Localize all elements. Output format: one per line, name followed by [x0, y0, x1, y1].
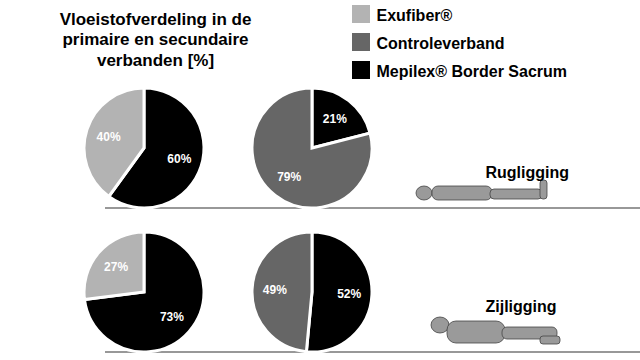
svg-text:Vloeistofverdeling in deprimai: Vloeistofverdeling in deprimaire en secu… [60, 10, 252, 70]
svg-text:60%: 60% [167, 152, 191, 166]
svg-text:Controleverband: Controleverband [377, 35, 505, 52]
svg-text:Exufiber®: Exufiber® [377, 7, 453, 24]
svg-text:73%: 73% [160, 310, 184, 324]
svg-text:49%: 49% [263, 283, 287, 297]
svg-text:21%: 21% [323, 112, 347, 126]
svg-text:27%: 27% [104, 260, 128, 274]
svg-text:Mepilex® Border Sacrum: Mepilex® Border Sacrum [377, 63, 568, 80]
svg-text:79%: 79% [277, 170, 301, 184]
svg-text:40%: 40% [97, 130, 121, 144]
svg-text:Zijligging: Zijligging [486, 298, 557, 315]
svg-text:Rugligging: Rugligging [486, 164, 570, 181]
svg-text:52%: 52% [337, 287, 361, 301]
